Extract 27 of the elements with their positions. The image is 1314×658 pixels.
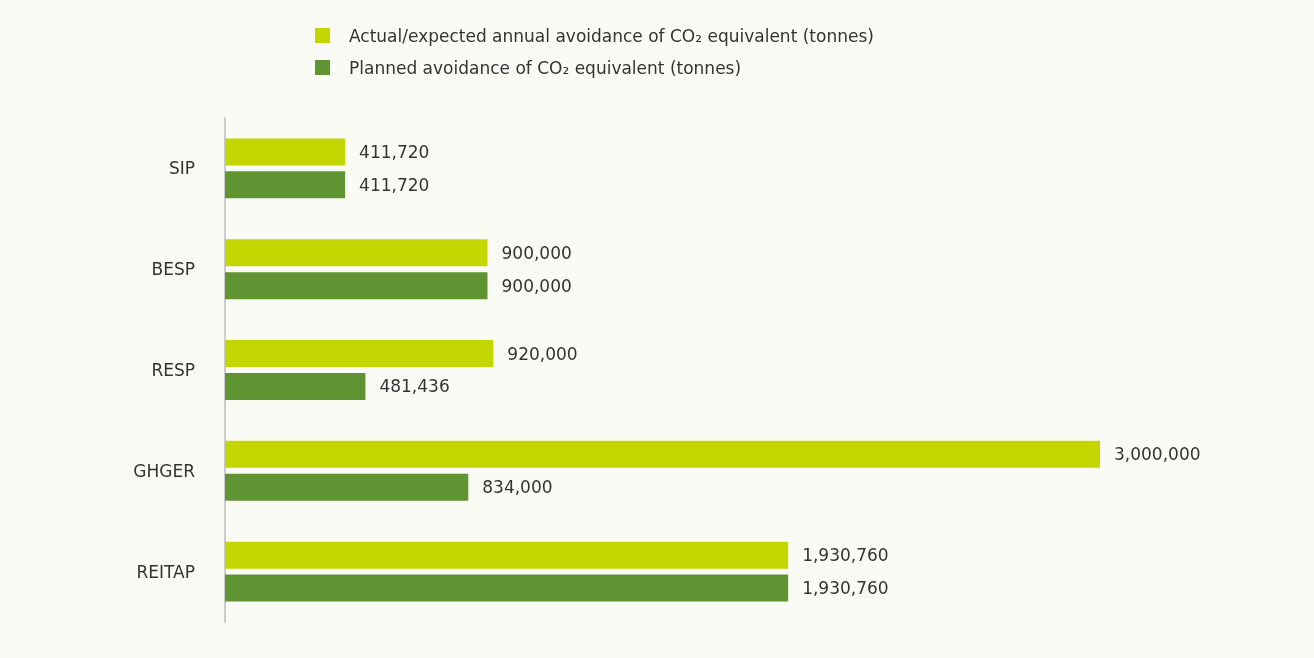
bar bbox=[225, 340, 494, 368]
data-label: 834,000 bbox=[482, 477, 553, 498]
bar bbox=[225, 171, 346, 199]
y-tick-label: SIP bbox=[168, 158, 195, 179]
bar bbox=[225, 272, 488, 300]
data-label: 411,720 bbox=[359, 174, 430, 195]
y-tick-label: REITAP bbox=[136, 561, 195, 582]
y-tick-label: GHGER bbox=[133, 460, 196, 481]
data-label: 1,930,760 bbox=[802, 545, 889, 566]
data-label: 900,000 bbox=[501, 242, 572, 263]
data-label: 900,000 bbox=[501, 275, 572, 296]
bar bbox=[225, 473, 469, 501]
bar bbox=[225, 574, 789, 602]
bar bbox=[225, 541, 789, 569]
data-label: 481,436 bbox=[379, 376, 450, 397]
bar bbox=[225, 440, 1100, 468]
bar bbox=[225, 239, 488, 267]
legend-label: Planned avoidance of CO₂ equivalent (tonnes) bbox=[349, 57, 742, 78]
legend-label: Actual/expected annual avoidance of CO₂ equivalent (tonnes) bbox=[349, 25, 874, 46]
data-label: 411,720 bbox=[359, 141, 430, 162]
bar bbox=[225, 138, 346, 166]
y-tick-label: BESP bbox=[151, 259, 195, 280]
bar bbox=[225, 372, 366, 400]
data-label: 920,000 bbox=[507, 343, 578, 364]
data-label: 1,930,760 bbox=[802, 578, 889, 599]
data-label: 3,000,000 bbox=[1114, 444, 1201, 465]
y-tick-label: RESP bbox=[151, 360, 195, 380]
